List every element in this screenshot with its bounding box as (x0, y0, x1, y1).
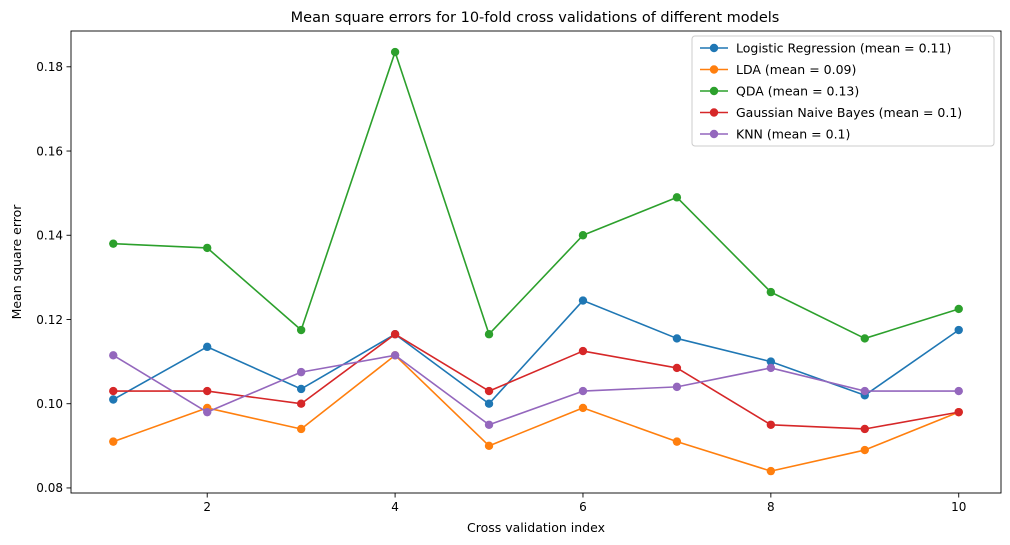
legend-marker (709, 86, 719, 96)
data-point (578, 296, 588, 305)
data-point (578, 346, 588, 356)
series-line (112, 299, 960, 405)
data-point (390, 330, 400, 339)
data-point (109, 386, 118, 396)
legend-label: LDA (mean = 0.09) (736, 62, 856, 77)
data-point (860, 445, 869, 455)
legend-entry: KNN (mean = 0.1) (700, 127, 850, 142)
data-point (954, 386, 963, 396)
series-line (112, 354, 959, 426)
x-tick-label: 4 (391, 500, 399, 514)
chart-title: Mean square errors for 10-fold cross val… (291, 10, 780, 26)
data-point (672, 193, 682, 202)
legend-marker (709, 43, 719, 53)
data-point (766, 466, 776, 476)
data-point (296, 424, 306, 434)
data-point (109, 395, 118, 404)
x-tick-label: 6 (579, 500, 587, 514)
y-axis-title: Mean square error (9, 204, 24, 320)
legend-label: KNN (mean = 0.1) (736, 127, 850, 142)
data-point (296, 384, 306, 394)
series-line (113, 333, 959, 430)
data-point (109, 437, 118, 446)
data-point (766, 363, 776, 373)
legend-marker (709, 65, 719, 74)
series-4 (109, 330, 963, 434)
data-point (672, 334, 682, 343)
data-point (766, 357, 776, 366)
legend-entry: Gaussian Naive Bayes (mean = 0.1) (700, 105, 962, 120)
legend-entry: QDA (mean = 0.13) (700, 84, 859, 99)
data-point (296, 325, 306, 335)
data-point (390, 351, 400, 360)
data-point (203, 386, 212, 396)
data-point (296, 399, 306, 408)
series-1 (109, 296, 963, 408)
data-point (203, 243, 212, 253)
x-tick-label: 10 (951, 500, 966, 514)
y-tick-label: 0.08 (36, 481, 63, 495)
data-point (484, 386, 494, 396)
legend-marker (709, 108, 719, 117)
series-3 (109, 47, 963, 343)
data-point (390, 47, 400, 57)
data-point (109, 351, 118, 360)
data-point (578, 231, 588, 240)
legend: Logistic Regression (mean = 0.11) LDA (me… (691, 35, 995, 147)
plot-frame (70, 30, 1002, 494)
x-tick-label: 2 (203, 500, 211, 514)
y-tick-label: 0.16 (36, 144, 63, 158)
chart-marks (109, 47, 963, 476)
data-point (954, 325, 963, 335)
data-point (672, 363, 682, 373)
legend-marker (709, 129, 719, 139)
legend-label: Logistic Regression (mean = 0.11) (736, 41, 951, 56)
legend-label: QDA (mean = 0.13) (736, 84, 859, 99)
series-line (113, 51, 959, 340)
data-point (578, 386, 588, 396)
x-tick-label: 8 (767, 500, 775, 514)
legend-entry: Logistic Regression (mean = 0.11) (700, 41, 951, 56)
data-point (484, 330, 494, 339)
data-point (860, 334, 869, 343)
data-point (484, 420, 494, 429)
y-tick-label: 0.14 (36, 229, 63, 243)
y-tick-label: 0.12 (36, 313, 63, 327)
data-point (578, 403, 588, 413)
x-axis-title: Cross validation index (467, 520, 605, 535)
data-point (296, 367, 306, 377)
data-point (203, 342, 212, 352)
data-point (860, 386, 869, 396)
series-line (113, 354, 960, 472)
y-tick-label: 0.18 (36, 60, 63, 74)
data-point (954, 407, 963, 417)
data-point (484, 441, 494, 451)
series-5 (109, 351, 963, 429)
data-point (766, 420, 776, 429)
y-tick-label: 0.10 (36, 397, 63, 411)
data-point (766, 287, 776, 297)
axes: 2 4 6 8 10 0.08 0.10 0.12 0.14 0.16 0.18 (36, 60, 966, 514)
data-point (672, 382, 682, 392)
legend-entry: LDA (mean = 0.09) (700, 62, 856, 77)
data-point (954, 304, 963, 314)
legend-box (691, 35, 995, 147)
data-point (484, 399, 494, 408)
legend-label: Gaussian Naive Bayes (mean = 0.1) (736, 105, 962, 120)
data-point (860, 424, 869, 434)
data-point (672, 437, 682, 446)
data-point (203, 407, 212, 417)
data-point (109, 239, 118, 248)
